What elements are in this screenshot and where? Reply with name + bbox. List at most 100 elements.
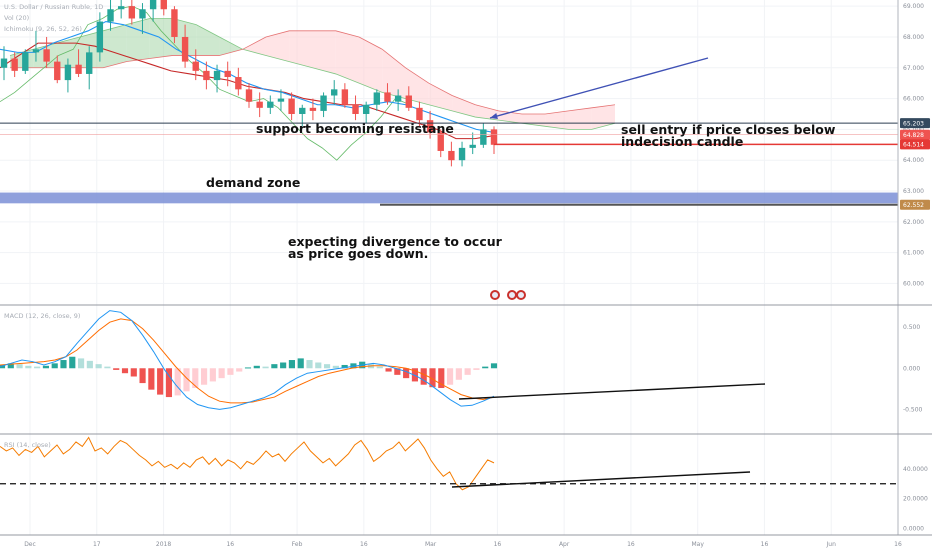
- macd-histogram-bar: [60, 360, 67, 369]
- kumo-segment: [452, 95, 476, 118]
- macd-histogram-bar: [34, 366, 41, 369]
- macd-histogram-bar: [473, 368, 480, 370]
- macd-histogram-bar: [104, 366, 111, 369]
- macd-histogram-bar: [464, 368, 471, 375]
- candle-body: [256, 101, 263, 108]
- rsi-label: RSI (14, close): [4, 441, 51, 449]
- candle-body: [405, 95, 412, 108]
- macd-histogram-bar: [139, 368, 146, 384]
- candle-body: [480, 129, 487, 145]
- flag-icon-inner: [492, 292, 498, 298]
- candle-body: [107, 9, 114, 22]
- candle-body: [341, 89, 349, 105]
- annotation-divergence: expecting divergence to occur as price go…: [288, 234, 503, 261]
- macd-histogram-bar: [244, 367, 252, 369]
- price-tick-label: 62.000: [903, 219, 924, 226]
- macd-histogram-bar: [51, 363, 58, 369]
- price-tick-label: 60.000: [903, 280, 924, 287]
- time-tick-label: Mar: [425, 541, 437, 548]
- time-tick-label: 16: [494, 541, 502, 548]
- candle-body: [117, 6, 125, 10]
- kumo-segment: [56, 36, 80, 68]
- price-tick-label: 68.000: [903, 34, 924, 41]
- macd-tick-label: 0.500: [903, 324, 920, 331]
- macd-histogram-bar: [157, 368, 164, 395]
- macd-histogram-bar: [200, 368, 208, 385]
- macd-histogram-bar: [438, 368, 445, 389]
- macd-histogram-bar: [341, 364, 348, 369]
- macd-histogram-bar: [490, 363, 498, 369]
- macd-histogram-bar: [77, 358, 85, 369]
- price-axis[interactable]: 69.00068.00067.00066.00065.00064.00063.0…: [0, 0, 932, 536]
- macd-histogram-bar: [165, 368, 173, 398]
- kumo-segment: [428, 83, 453, 111]
- kumo-segment: [196, 24, 220, 56]
- price-tick-label: 64.000: [903, 157, 924, 164]
- macd-histogram-bar: [288, 360, 296, 369]
- macd-histogram-bar: [306, 360, 313, 369]
- grid: [0, 0, 899, 535]
- macd-histogram-bar: [385, 368, 392, 372]
- candle-body: [288, 98, 295, 114]
- macd-histogram-bar: [297, 358, 304, 369]
- macd-histogram-bar: [16, 364, 23, 369]
- price-tag: [900, 199, 930, 210]
- time-tick-label: 16: [226, 541, 234, 548]
- macd-histogram-bar: [130, 368, 137, 377]
- candle-body: [448, 150, 455, 161]
- macd-histogram-bar: [121, 368, 129, 374]
- price-tag-label: 64.828: [903, 132, 924, 139]
- candle-body: [458, 147, 466, 161]
- price-tag: [900, 118, 930, 129]
- annotation-sell-entry: sell entry if price closes below indecisi…: [621, 122, 836, 149]
- time-tick-label: Jun: [826, 541, 837, 548]
- candle-body: [64, 64, 72, 81]
- kumo-segment: [312, 30, 336, 74]
- candle-body: [490, 129, 498, 145]
- candle-body: [0, 58, 8, 68]
- kumo-segment: [265, 30, 290, 62]
- kumo-segment: [545, 110, 569, 130]
- candle-body: [362, 104, 370, 114]
- base-line: [0, 42, 495, 140]
- candle-body: [181, 36, 189, 62]
- candle-body: [277, 98, 285, 102]
- rsi-trendline: [451, 471, 751, 488]
- rsi-pane[interactable]: [0, 436, 898, 491]
- kumo-segment: [335, 30, 360, 84]
- macd-histogram-bar: [271, 364, 278, 369]
- candle-body: [394, 95, 402, 102]
- candle-body: [11, 58, 18, 71]
- candle-body: [373, 92, 381, 105]
- macd-histogram-bar: [253, 365, 260, 369]
- candle-body: [235, 77, 242, 90]
- annotation-divergence-line: expecting divergence to occur: [288, 234, 503, 249]
- kumo-segment: [382, 49, 406, 99]
- price-tag: [900, 129, 930, 140]
- candle-body: [203, 70, 210, 81]
- macd-histogram-bar: [455, 368, 462, 380]
- annotation-sell-entry-line: sell entry if price closes below: [621, 122, 836, 137]
- event-flags[interactable]: [490, 290, 526, 300]
- macd-tick-label: -0.500: [903, 406, 923, 413]
- arrow-head: [490, 113, 498, 120]
- price-tick-label: 67.000: [903, 65, 924, 72]
- candle-body: [224, 70, 231, 78]
- price-tick-label: 69.000: [903, 3, 924, 10]
- price-pane[interactable]: [0, 0, 898, 206]
- senkou-span-b: [10, 30, 616, 115]
- macd-pane[interactable]: [0, 310, 766, 410]
- time-tick-label: 17: [93, 541, 101, 548]
- time-axis[interactable]: Dec 17 2018 16 Feb 16 Mar 16 Apr 16 May 16 Jun 16: [24, 541, 902, 548]
- macd-histogram-bar: [192, 368, 199, 389]
- macd-line: [0, 310, 495, 410]
- macd-histogram-bar: [218, 368, 225, 379]
- candle-body: [86, 52, 93, 74]
- macd-histogram-bar: [446, 368, 454, 385]
- macd-histogram-bar: [174, 368, 181, 396]
- macd-histogram-bar: [403, 368, 410, 379]
- macd-tick-label: 0.000: [903, 365, 920, 372]
- annotation-support: support becoming resistane: [256, 121, 454, 136]
- candle-body: [96, 21, 104, 53]
